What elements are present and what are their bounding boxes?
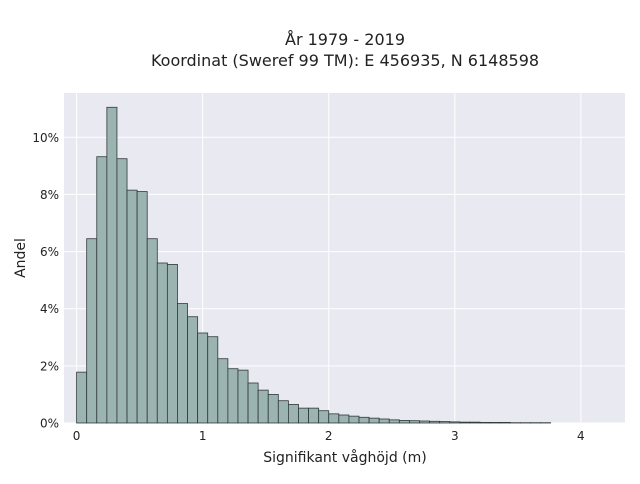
histogram-bar bbox=[238, 370, 248, 423]
histogram-bar bbox=[218, 359, 228, 423]
histogram-bar bbox=[97, 157, 107, 423]
histogram-bar bbox=[278, 401, 288, 423]
histogram-bar bbox=[127, 190, 137, 423]
histogram-bar bbox=[288, 404, 298, 423]
x-tick-label: 0 bbox=[73, 429, 81, 443]
y-tick-label: 4% bbox=[40, 302, 59, 316]
histogram-bar bbox=[188, 317, 198, 423]
histogram-bar bbox=[409, 421, 419, 423]
histogram-bar bbox=[258, 390, 268, 423]
chart-title-line-2: Koordinat (Sweref 99 TM): E 456935, N 61… bbox=[151, 51, 539, 70]
histogram-bar bbox=[208, 337, 218, 423]
y-tick-label: 6% bbox=[40, 245, 59, 259]
histogram-bar bbox=[349, 416, 359, 423]
histogram-bar bbox=[460, 422, 470, 423]
y-tick-label: 10% bbox=[32, 131, 59, 145]
histogram-bar bbox=[379, 419, 389, 423]
histogram-bar bbox=[137, 192, 147, 423]
x-tick-label: 3 bbox=[451, 429, 459, 443]
histogram-bar bbox=[309, 408, 319, 423]
histogram-bar bbox=[248, 383, 258, 423]
chart-title-line-1: År 1979 - 2019 bbox=[285, 30, 405, 49]
histogram-bar bbox=[329, 414, 339, 423]
y-tick-label: 0% bbox=[40, 417, 59, 431]
histogram-bar bbox=[490, 422, 500, 423]
y-tick-label: 8% bbox=[40, 188, 59, 202]
histogram-bar bbox=[157, 263, 167, 423]
histogram-bar bbox=[298, 408, 308, 423]
histogram-bar bbox=[480, 422, 490, 423]
histogram-bar bbox=[339, 415, 349, 423]
histogram-bar bbox=[268, 394, 278, 423]
histogram-bar bbox=[430, 421, 440, 423]
x-axis-label: Signifikant våghöjd (m) bbox=[263, 449, 426, 466]
histogram-bar bbox=[107, 107, 117, 423]
histogram-bar bbox=[450, 422, 460, 423]
x-tick-label: 1 bbox=[199, 429, 207, 443]
histogram-bar bbox=[167, 264, 177, 423]
histogram-bar bbox=[389, 420, 399, 423]
y-tick-label: 2% bbox=[40, 359, 59, 373]
histogram-bar bbox=[117, 159, 127, 423]
x-tick-label: 2 bbox=[325, 429, 333, 443]
histogram-bar bbox=[87, 239, 97, 423]
histogram-bar bbox=[77, 372, 87, 423]
histogram-bar bbox=[198, 333, 208, 423]
histogram-bar bbox=[147, 239, 157, 423]
histogram-bar bbox=[359, 417, 369, 423]
histogram-bar bbox=[319, 411, 329, 423]
x-tick-label: 4 bbox=[577, 429, 585, 443]
histogram-bar bbox=[440, 422, 450, 423]
histogram-bar bbox=[470, 422, 480, 423]
histogram-bar bbox=[177, 304, 187, 423]
histogram-bar bbox=[228, 369, 238, 423]
histogram-bar bbox=[500, 422, 510, 423]
histogram-bar bbox=[420, 421, 430, 423]
y-axis-label: Andel bbox=[13, 238, 29, 278]
histogram-bar bbox=[399, 420, 409, 423]
histogram-bar bbox=[369, 418, 379, 423]
